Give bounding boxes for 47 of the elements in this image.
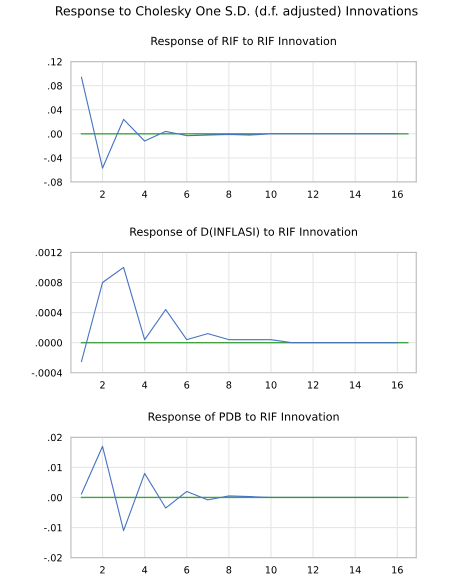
line-series — [80, 266, 398, 362]
x-tick-label: 4 — [142, 566, 148, 574]
x-tick-label: 12 — [308, 190, 318, 198]
x-tick-label: 14 — [350, 381, 361, 388]
chart-subtitle: Response of RIF to RIF Innovation — [151, 36, 336, 48]
y-tick-label: .01 — [48, 464, 62, 472]
y-tick-label: -.08 — [44, 178, 62, 186]
x-tick-label: 10 — [266, 381, 277, 389]
y-tick-label: .0012 — [36, 248, 62, 256]
x-tick-label: 6 — [184, 381, 190, 389]
x-tick-label: 8 — [226, 566, 232, 574]
x-tick-label: 2 — [100, 566, 105, 574]
y-tick-label: .0008 — [36, 278, 62, 286]
x-tick-label: 16 — [392, 190, 403, 198]
x-tick-label: 4 — [142, 381, 148, 388]
y-tick-label: .00 — [48, 494, 62, 502]
y-tick-label: .00 — [48, 130, 62, 138]
x-tick-label: 4 — [142, 190, 148, 198]
x-tick-label: 14 — [350, 190, 361, 198]
x-tick-label: 10 — [266, 190, 277, 198]
y-tick-label: .0000 — [36, 339, 62, 346]
chart-title: Response of PDB to RIF Innovation — [148, 412, 339, 423]
y-tick-label: .0004 — [36, 309, 62, 316]
x-tick-label: 16 — [392, 381, 403, 389]
y-tick-label: .12 — [48, 58, 62, 66]
y-tick-label: -.04 — [44, 154, 62, 162]
line-series — [80, 446, 398, 532]
x-tick-label: 6 — [184, 566, 190, 574]
x-tick-label: 12 — [308, 381, 318, 388]
x-tick-label: 2 — [100, 381, 105, 388]
x-tick-label: 8 — [226, 381, 232, 389]
y-tick-label: .02 — [48, 434, 62, 442]
y-tick-label: -.01 — [44, 524, 62, 532]
y-tick-label: -.02 — [44, 554, 62, 562]
x-tick-label: 14 — [350, 566, 361, 574]
y-tick-label: .04 — [48, 106, 62, 114]
x-tick-label: 6 — [184, 190, 190, 198]
chart-title: Response to Cholesky One S.D. (d.f. adjusted) Innovations — [56, 6, 418, 18]
line-series — [80, 76, 398, 169]
x-tick-label: 2 — [100, 190, 105, 198]
x-tick-label: 8 — [226, 190, 232, 198]
x-tick-label: 10 — [266, 566, 277, 574]
chart-title: Response of D(INFLASI) to RIF Innovation — [130, 227, 357, 238]
y-tick-label: .08 — [48, 82, 62, 90]
y-tick-label: -.0004 — [32, 369, 62, 377]
x-tick-label: 12 — [308, 566, 318, 574]
x-tick-label: 16 — [392, 566, 403, 574]
